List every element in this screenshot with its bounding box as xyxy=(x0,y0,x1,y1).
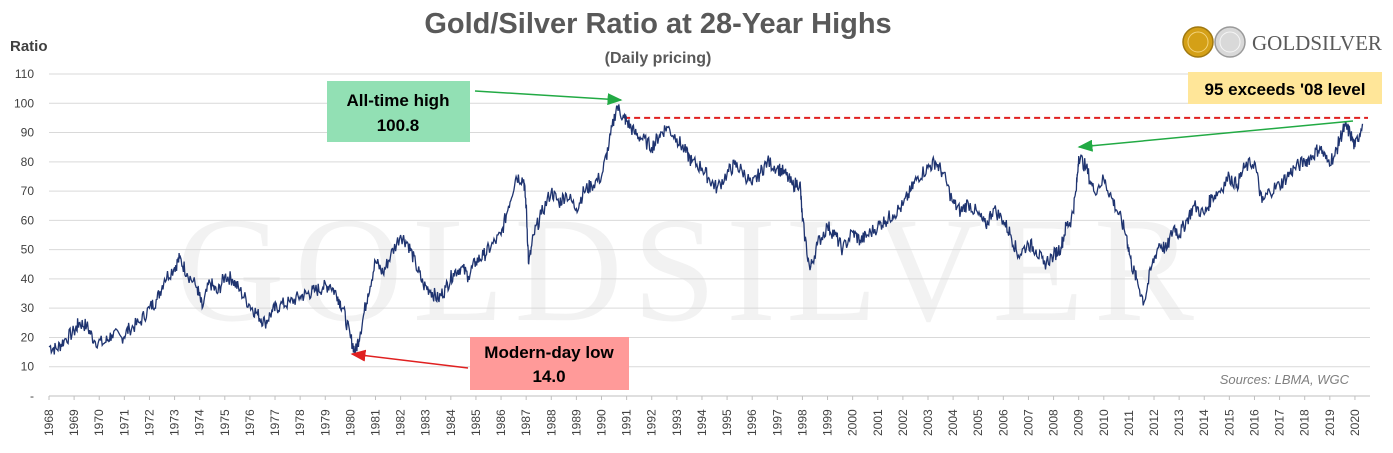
x-tick-label: 1995 xyxy=(720,409,734,436)
low-value: 14.0 xyxy=(532,367,565,386)
x-tick-label: 1978 xyxy=(293,409,307,436)
source-note: Sources: LBMA, WGC xyxy=(1220,372,1350,387)
logo-gold-text: GOLD xyxy=(1252,31,1310,55)
x-tick-label: 1991 xyxy=(620,409,634,436)
y-tick-label: 70 xyxy=(21,184,35,198)
x-tick-label: 1990 xyxy=(595,409,609,436)
watermark-text: GOLDSILVER xyxy=(176,187,1204,353)
x-tick-label: 1983 xyxy=(419,409,433,436)
gold-coin-ring-icon xyxy=(1187,31,1209,53)
x-tick-label: 1982 xyxy=(394,409,408,436)
x-tick-label: 2018 xyxy=(1298,409,1312,436)
x-tick-label: 2004 xyxy=(946,409,960,436)
low-arrow xyxy=(350,349,469,369)
x-tick-label: 1994 xyxy=(695,409,709,436)
exceeds-arrow xyxy=(1077,120,1354,152)
x-tick-label: 1968 xyxy=(42,409,56,436)
x-tick-label: 1998 xyxy=(795,409,809,436)
x-tick-label: 2012 xyxy=(1147,409,1161,436)
x-tick-label: 2008 xyxy=(1047,409,1061,436)
annotation-exceeds: 95 exceeds '08 level xyxy=(1077,72,1382,152)
x-tick-label: 1981 xyxy=(368,409,382,436)
x-tick-label: 1997 xyxy=(770,409,784,436)
y-tick-label: 30 xyxy=(21,301,35,315)
x-tick-label: 2007 xyxy=(1021,409,1035,436)
y-tick-label: 20 xyxy=(21,330,35,344)
y-tick-label: - xyxy=(30,389,34,403)
x-tick-label: 1977 xyxy=(268,409,282,436)
x-tick-label: 2006 xyxy=(996,409,1010,436)
y-tick-label: 40 xyxy=(21,272,35,286)
x-tick-label: 2014 xyxy=(1197,409,1211,436)
annotation-ath: All-time high 100.8 xyxy=(327,81,623,142)
ath-box xyxy=(327,81,470,142)
x-tick-label: 1973 xyxy=(168,409,182,436)
x-tick-label: 1969 xyxy=(67,409,81,436)
x-tick-label: 2005 xyxy=(971,409,985,436)
y-tick-label: 100 xyxy=(14,96,34,110)
x-tick-label: 1988 xyxy=(544,409,558,436)
y-axis-ticks: - 10 20 30 40 50 60 70 80 90 100 110 xyxy=(14,67,34,403)
x-tick-label: 2015 xyxy=(1222,409,1236,436)
x-tick-label: 2011 xyxy=(1122,410,1136,436)
silver-coin-ring-icon xyxy=(1219,31,1241,53)
x-tick-label: 1999 xyxy=(821,409,835,436)
x-tick-label: 1992 xyxy=(645,409,659,436)
silver-coin-icon xyxy=(1214,26,1246,58)
annotation-low: Modern-day low 14.0 xyxy=(350,337,629,390)
x-tick-label: 1996 xyxy=(745,409,759,436)
x-tick-label: 2017 xyxy=(1273,409,1287,436)
y-tick-label: 10 xyxy=(21,360,35,374)
x-tick-label: 1984 xyxy=(444,409,458,436)
x-tick-label: 2002 xyxy=(896,409,910,436)
y-tick-label: 50 xyxy=(21,243,35,257)
series-line xyxy=(48,104,1364,357)
x-tick-label: 1971 xyxy=(117,409,131,436)
x-tick-label: 1980 xyxy=(343,409,357,436)
x-tick-label: 1986 xyxy=(494,409,508,436)
logo-wordmark: GOLDSILVER xyxy=(1252,31,1382,55)
y-tick-label: 80 xyxy=(21,155,35,169)
x-tick-label: 1976 xyxy=(243,409,257,436)
x-tick-label: 2013 xyxy=(1172,409,1186,436)
x-tick-label: 2020 xyxy=(1348,409,1362,436)
x-tick-label: 2016 xyxy=(1247,409,1261,436)
x-tick-label: 1974 xyxy=(193,409,207,436)
x-tick-label: 2019 xyxy=(1323,409,1337,436)
chart-title: Gold/Silver Ratio at 28-Year Highs xyxy=(424,8,891,40)
low-label: Modern-day low xyxy=(484,343,614,362)
x-tick-label: 1989 xyxy=(569,409,583,436)
x-tick-label: 1975 xyxy=(218,409,232,436)
goldsilver-logo: GOLDSILVER xyxy=(1182,26,1382,58)
x-tick-label: 2010 xyxy=(1097,409,1111,436)
chart-subtitle: (Daily pricing) xyxy=(605,50,712,67)
y-tick-label: 110 xyxy=(15,67,34,81)
ath-arrow xyxy=(474,90,623,106)
exceeds-box xyxy=(1188,72,1382,104)
y-tick-label: 60 xyxy=(21,213,35,227)
x-tick-label: 2000 xyxy=(846,409,860,436)
x-tick-label: 2009 xyxy=(1072,409,1086,436)
gridlines xyxy=(49,73,1370,368)
x-tick-label: 1993 xyxy=(670,409,684,436)
exceeds-label: 95 exceeds '08 level xyxy=(1205,80,1366,99)
x-tick-label: 1970 xyxy=(92,409,106,436)
y-axis-label: Ratio xyxy=(10,38,48,55)
gold-coin-icon xyxy=(1182,26,1214,58)
x-tick-label: 2003 xyxy=(921,409,935,436)
x-tick-label: 2001 xyxy=(871,409,885,436)
x-tick-label: 1987 xyxy=(519,409,533,436)
x-tick-label: 1972 xyxy=(142,409,156,436)
x-tick-label: 1979 xyxy=(318,409,332,436)
ath-value: 100.8 xyxy=(377,116,420,135)
logo-silver-text: SILVER xyxy=(1310,31,1382,55)
low-box xyxy=(470,337,629,390)
y-tick-label: 90 xyxy=(21,126,35,140)
x-axis-ticks: 1968 1969 1970 1971 1972 1973 1974 1975 1976 1977… xyxy=(42,396,1362,436)
ath-label: All-time high xyxy=(347,91,450,110)
x-tick-label: 1985 xyxy=(469,409,483,436)
